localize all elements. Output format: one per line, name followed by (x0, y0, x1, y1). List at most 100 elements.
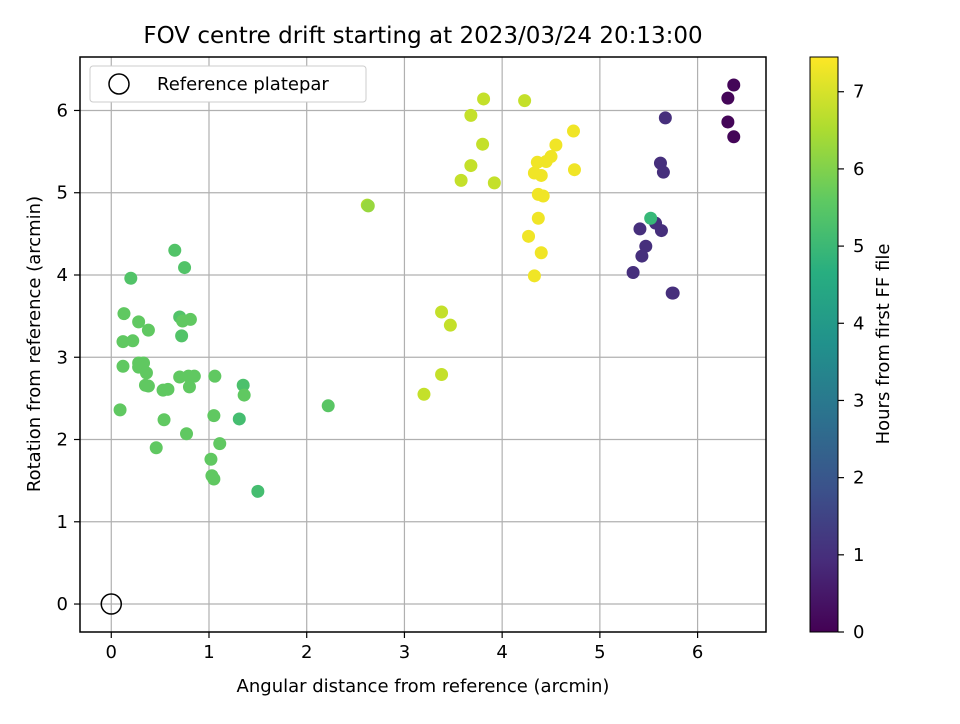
data-point (161, 382, 175, 396)
data-point (656, 165, 670, 179)
legend-label-reference: Reference platepar (157, 74, 329, 95)
data-point (721, 91, 735, 105)
data-point (639, 239, 653, 253)
data-point (454, 173, 468, 187)
x-axis-label: Angular distance from reference (arcmin) (237, 676, 610, 697)
data-point (435, 305, 449, 319)
data-point (644, 211, 658, 225)
data-point (204, 452, 218, 466)
data-point (116, 359, 130, 373)
data-point (232, 412, 246, 426)
data-point (626, 266, 640, 280)
data-point (139, 366, 153, 380)
colorbar-gradient (809, 56, 839, 633)
colorbar-tick-label: 7 (853, 82, 864, 103)
colorbar: 0 1 2 3 4 5 6 7 Hours from first FF file (809, 56, 894, 643)
data-point (126, 334, 140, 348)
x-tick-label: 5 (594, 642, 605, 663)
data-point (443, 318, 457, 332)
data-point (487, 176, 501, 190)
reference-platepar-marker (100, 593, 123, 615)
y-tick-label: 3 (57, 347, 68, 368)
data-point (464, 159, 478, 173)
colorbar-tick-label: 5 (853, 236, 864, 257)
data-point (182, 380, 196, 394)
y-tick-label: 1 (57, 512, 68, 533)
x-tick-label: 3 (399, 642, 410, 663)
data-point (132, 315, 146, 329)
data-point (176, 314, 190, 328)
x-tick-label: 1 (203, 642, 214, 663)
colorbar-tick-label: 2 (853, 468, 864, 489)
data-point (187, 369, 201, 383)
x-tick-label: 0 (106, 642, 117, 663)
data-point (180, 427, 194, 441)
data-point (567, 163, 581, 177)
y-tick-label: 6 (57, 100, 68, 121)
x-axis-ticks: 0 1 2 3 4 5 6 (106, 632, 703, 663)
data-point (251, 484, 265, 498)
data-point (208, 369, 222, 383)
legend-marker-reference (108, 73, 130, 95)
data-point (178, 261, 192, 275)
data-point (534, 246, 548, 260)
data-point (530, 155, 544, 169)
data-point (213, 437, 227, 451)
y-axis-label: Rotation from reference (arcmin) (24, 196, 45, 492)
data-point (534, 168, 548, 182)
data-point (149, 441, 163, 455)
data-point (549, 138, 563, 152)
data-point (321, 399, 335, 413)
data-point (207, 409, 221, 423)
data-point (633, 222, 647, 236)
data-point (658, 111, 672, 125)
data-point (727, 130, 741, 144)
plot-frame (79, 56, 767, 633)
data-point (665, 286, 679, 300)
data-point (527, 269, 541, 283)
colorbar-tick-label: 0 (853, 622, 864, 643)
data-point (175, 329, 189, 343)
data-point (435, 368, 449, 382)
data-point (361, 199, 375, 213)
data-point (117, 307, 131, 321)
data-point (727, 78, 741, 92)
y-tick-label: 4 (57, 265, 68, 286)
data-point (157, 413, 171, 427)
colorbar-ticks: 0 1 2 3 4 5 6 7 (838, 82, 864, 643)
colorbar-tick-label: 4 (853, 313, 864, 334)
data-point (536, 189, 550, 203)
data-point (141, 379, 155, 393)
colorbar-tick-label: 1 (853, 545, 864, 566)
data-point (141, 323, 155, 337)
chart-title: FOV centre drift starting at 2023/03/24 … (143, 23, 702, 49)
data-point (207, 472, 221, 486)
data-point (566, 124, 580, 138)
data-points (100, 78, 741, 615)
legend-box (89, 65, 367, 103)
grid-lines (80, 57, 766, 632)
x-tick-label: 2 (301, 642, 312, 663)
data-point (464, 108, 478, 122)
y-tick-label: 5 (57, 183, 68, 204)
colorbar-tick-label: 3 (853, 390, 864, 411)
data-point (518, 94, 532, 108)
data-point (124, 271, 138, 285)
y-tick-label: 2 (57, 430, 68, 451)
data-point (237, 388, 251, 402)
data-point (236, 378, 250, 392)
y-tick-label: 0 (57, 594, 68, 615)
data-point (721, 115, 735, 129)
data-point (168, 243, 182, 257)
data-point (417, 387, 431, 401)
colorbar-label: Hours from first FF file (873, 244, 894, 445)
x-tick-label: 6 (692, 642, 703, 663)
data-point (116, 335, 130, 349)
data-point (476, 137, 490, 151)
data-point (477, 92, 491, 106)
legend: Reference platepar (89, 65, 367, 103)
data-point (635, 249, 649, 263)
x-tick-label: 4 (496, 642, 507, 663)
data-point (531, 211, 545, 225)
